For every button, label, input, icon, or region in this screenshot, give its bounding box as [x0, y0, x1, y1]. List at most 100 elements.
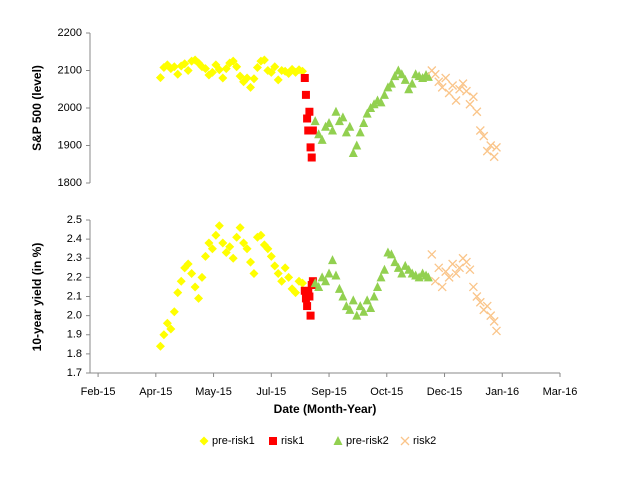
point — [169, 62, 179, 72]
legend-marker — [400, 436, 410, 446]
point — [475, 126, 485, 135]
point — [468, 92, 478, 102]
y-tick-label: 2.5 — [67, 214, 82, 226]
point — [355, 301, 365, 311]
point — [200, 64, 210, 74]
point — [338, 112, 348, 122]
y-tick-label: 2.3 — [67, 252, 82, 264]
point — [306, 143, 315, 152]
point — [379, 89, 389, 99]
point — [225, 242, 235, 252]
point — [228, 253, 238, 263]
point — [194, 293, 204, 303]
point — [310, 116, 320, 126]
x-tick-label: Jan-16 — [485, 386, 519, 398]
point — [297, 66, 307, 76]
point — [397, 268, 407, 278]
point — [307, 153, 316, 162]
point — [232, 62, 242, 72]
point — [348, 295, 358, 305]
point — [159, 330, 169, 340]
legend-marker — [199, 436, 209, 446]
point — [472, 107, 482, 117]
y-axis-title: S&P 500 (level) — [30, 65, 44, 151]
point — [252, 63, 262, 72]
point — [270, 62, 280, 72]
legend-label: pre-risk2 — [346, 435, 389, 447]
legend-label: risk1 — [281, 435, 304, 447]
point — [482, 301, 492, 311]
point — [303, 114, 312, 123]
x-tick-label: Feb-15 — [81, 386, 116, 398]
point — [297, 278, 307, 288]
point — [270, 261, 280, 271]
y-tick-label: 2000 — [58, 102, 82, 114]
point — [465, 265, 475, 275]
y-tick-label: 1.9 — [67, 329, 82, 341]
y-tick-label: 1.7 — [67, 367, 82, 379]
y-tick-label: 1900 — [58, 139, 82, 151]
point — [273, 75, 283, 85]
point — [249, 74, 259, 84]
point — [176, 276, 186, 286]
point — [352, 310, 362, 320]
point — [304, 126, 313, 135]
point — [155, 341, 165, 351]
point — [359, 118, 369, 127]
point — [314, 281, 324, 291]
point — [386, 78, 396, 88]
point — [448, 259, 458, 269]
point — [308, 277, 317, 286]
point — [169, 307, 179, 317]
point — [475, 297, 485, 307]
point — [423, 71, 433, 81]
point — [444, 88, 454, 98]
x-tick-label: Dec-15 — [427, 386, 462, 398]
point — [200, 251, 210, 261]
point — [355, 127, 365, 137]
point — [162, 318, 172, 328]
point — [334, 283, 344, 293]
y-axis-title: 10-year yield (in %) — [30, 243, 44, 352]
point — [183, 66, 193, 75]
point — [451, 96, 461, 105]
point — [204, 238, 214, 248]
point — [373, 281, 383, 291]
point — [173, 288, 183, 298]
point — [266, 67, 276, 77]
point — [458, 79, 468, 89]
point — [434, 263, 444, 273]
point — [468, 282, 478, 292]
x-tick-label: Sep-15 — [311, 386, 346, 398]
x-tick-label: Jul-15 — [256, 386, 286, 398]
point — [324, 268, 334, 278]
point — [303, 302, 312, 311]
point — [489, 316, 499, 326]
point — [317, 134, 327, 144]
point — [379, 264, 389, 274]
y-tick-label: 2.0 — [67, 310, 82, 322]
point — [430, 69, 440, 79]
point — [362, 295, 372, 305]
point — [321, 276, 331, 286]
point — [263, 244, 273, 254]
point — [300, 74, 309, 82]
point — [482, 146, 492, 156]
point — [434, 77, 444, 87]
point — [348, 148, 358, 157]
point — [246, 82, 256, 92]
point — [259, 55, 269, 65]
point — [331, 270, 341, 280]
point — [345, 304, 355, 314]
point — [197, 272, 207, 282]
point — [235, 71, 245, 81]
legend-marker — [269, 437, 277, 445]
point — [187, 269, 197, 279]
y-tick-label: 2200 — [58, 27, 82, 39]
point — [239, 238, 249, 248]
point — [249, 269, 259, 279]
x-tick-label: Apr-15 — [139, 386, 172, 398]
point — [397, 69, 407, 79]
point — [305, 107, 314, 116]
